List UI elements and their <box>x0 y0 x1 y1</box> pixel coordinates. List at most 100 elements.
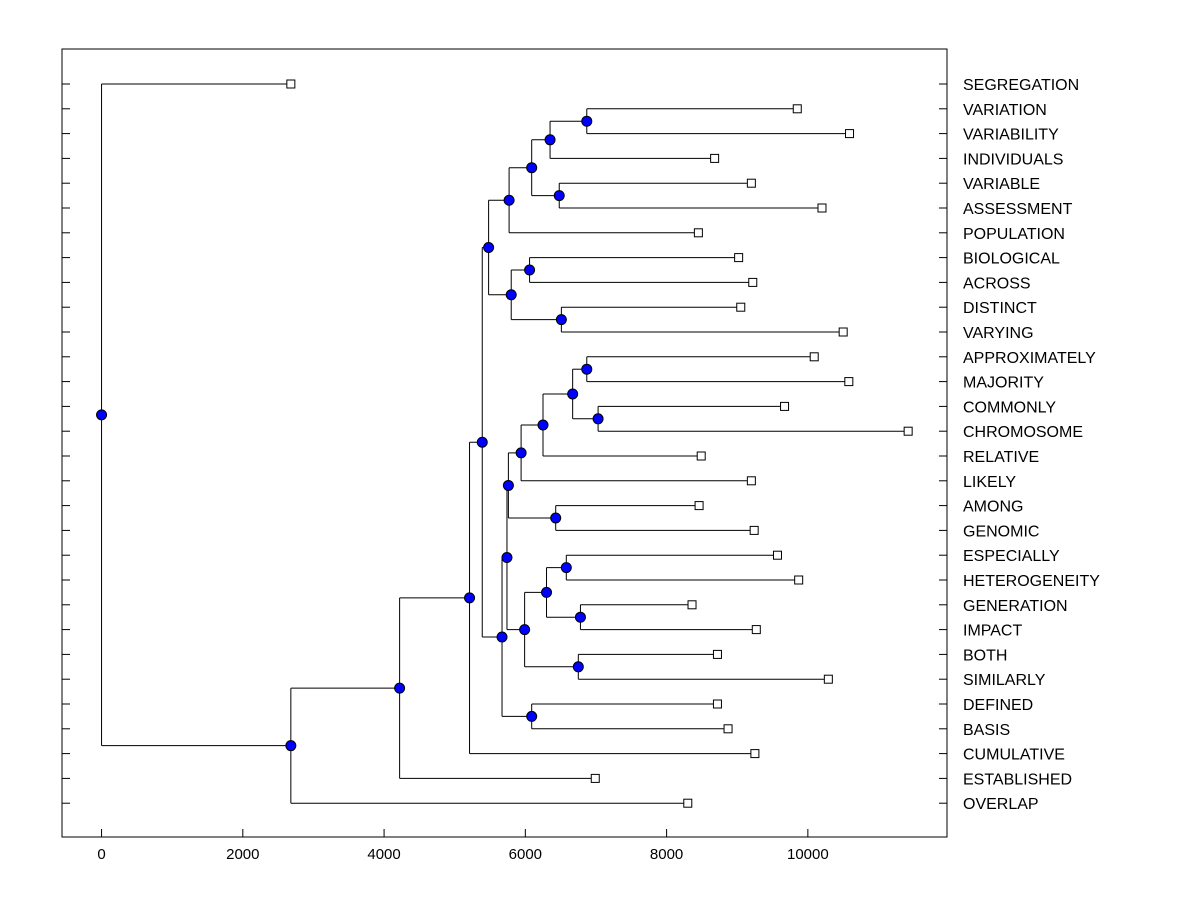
leaf-marker <box>772 550 782 560</box>
leaf-label: BOTH <box>963 647 1007 664</box>
merge-node <box>537 419 549 431</box>
leaf-label: APPROXIMATELY <box>963 350 1096 367</box>
leaf-marker <box>844 377 854 387</box>
leaf-label: HETEROGENEITY <box>963 573 1100 590</box>
merge-node <box>581 115 593 127</box>
merge-node <box>501 552 513 564</box>
leaf-label: VARIABILITY <box>963 127 1059 144</box>
leaf-label: CUMULATIVE <box>963 747 1065 764</box>
leaf-markers <box>286 79 913 808</box>
merge-node <box>496 631 508 643</box>
leaf-marker <box>746 476 756 486</box>
leaf-label: SIMILARLY <box>963 672 1046 689</box>
leaf-marker <box>817 203 827 213</box>
leaf-label: DISTINCT <box>963 300 1037 317</box>
merge-node <box>572 661 584 673</box>
merge-node <box>483 242 495 254</box>
merge-node <box>503 194 515 206</box>
merge-node <box>581 363 593 375</box>
leaf-label: VARIABLE <box>963 176 1040 193</box>
merge-node <box>550 512 562 524</box>
leaf-marker <box>286 79 296 89</box>
merge-node <box>541 586 553 598</box>
x-tick-label: 2000 <box>226 846 259 863</box>
leaf-marker <box>809 352 819 362</box>
merge-node <box>560 562 572 574</box>
axis-ticks: 0 2000 4000 6000 8000 10000 <box>62 83 947 863</box>
leaf-label: ESTABLISHED <box>963 771 1072 788</box>
leaf-label: VARIATION <box>963 102 1047 119</box>
leaf-label: LIKELY <box>963 474 1016 491</box>
merge-node <box>544 134 556 146</box>
merge-node <box>555 314 567 326</box>
leaf-label: MAJORITY <box>963 375 1044 392</box>
leaf-marker <box>683 798 693 808</box>
leaf-label: COMMONLY <box>963 399 1056 416</box>
x-tick-label: 0 <box>97 846 105 863</box>
leaf-label: VARYING <box>963 325 1034 342</box>
leaf-label: GENERATION <box>963 598 1068 615</box>
merge-node <box>553 190 565 202</box>
leaf-label: ASSESSMENT <box>963 201 1073 218</box>
leaf-marker <box>687 600 697 610</box>
leaf-marker <box>903 426 913 436</box>
plot-frame <box>61 48 948 838</box>
leaf-label: CHROMOSOME <box>963 424 1083 441</box>
leaf-labels: SEGREGATION VARIATION VARIABILITY INDIVIDUA… <box>963 77 1100 813</box>
leaf-marker <box>694 501 704 511</box>
dendrogram-links <box>101 83 909 804</box>
leaf-marker <box>751 625 761 635</box>
leaf-label: ACROSS <box>963 275 1031 292</box>
leaf-label: DEFINED <box>963 697 1033 714</box>
leaf-marker <box>845 129 855 139</box>
leaf-marker <box>746 178 756 188</box>
x-tick-label: 10000 <box>787 846 829 863</box>
leaf-marker <box>712 699 722 709</box>
leaf-marker <box>734 253 744 263</box>
leaf-marker <box>693 228 703 238</box>
leaf-marker <box>696 451 706 461</box>
leaf-marker <box>838 327 848 337</box>
merge-node <box>96 409 108 421</box>
leaf-marker <box>750 749 760 759</box>
leaf-marker <box>748 277 758 287</box>
merge-node <box>515 447 527 459</box>
x-tick-label: 8000 <box>650 846 683 863</box>
merge-node <box>567 388 579 400</box>
merge-node <box>464 592 476 604</box>
merge-nodes <box>96 115 604 752</box>
leaf-marker <box>712 649 722 659</box>
merge-node <box>524 264 536 276</box>
leaf-label: INDIVIDUALS <box>963 151 1063 168</box>
leaf-marker <box>792 104 802 114</box>
leaf-label: BASIS <box>963 722 1010 739</box>
leaf-label: POPULATION <box>963 226 1065 243</box>
leaf-label: ESPECIALLY <box>963 548 1060 565</box>
merge-node <box>574 611 586 623</box>
leaf-label: SEGREGATION <box>963 77 1079 94</box>
leaf-marker <box>590 773 600 783</box>
merge-node <box>505 289 517 301</box>
leaf-marker <box>710 153 720 163</box>
leaf-marker <box>723 724 733 734</box>
x-tick-label: 6000 <box>509 846 542 863</box>
leaf-marker <box>794 575 804 585</box>
merge-node <box>526 710 538 722</box>
x-tick-label: 4000 <box>367 846 400 863</box>
leaf-marker <box>749 525 759 535</box>
merge-node <box>476 436 488 448</box>
leaf-label: AMONG <box>963 499 1023 516</box>
leaf-label: GENOMIC <box>963 523 1039 540</box>
leaf-marker <box>823 674 833 684</box>
leaf-label: OVERLAP <box>963 796 1039 813</box>
merge-node <box>394 682 406 694</box>
leaf-marker <box>736 302 746 312</box>
leaf-label: BIOLOGICAL <box>963 251 1060 268</box>
leaf-label: IMPACT <box>963 623 1022 640</box>
leaf-marker <box>780 401 790 411</box>
merge-node <box>502 479 514 491</box>
leaf-label: RELATIVE <box>963 449 1039 466</box>
merge-node <box>285 740 297 752</box>
merge-node <box>519 624 531 636</box>
